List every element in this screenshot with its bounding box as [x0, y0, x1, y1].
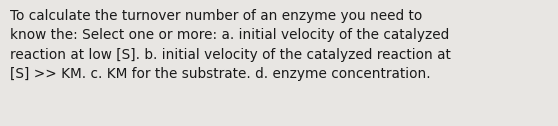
Text: To calculate the turnover number of an enzyme you need to
know the: Select one o: To calculate the turnover number of an e… — [10, 9, 451, 81]
